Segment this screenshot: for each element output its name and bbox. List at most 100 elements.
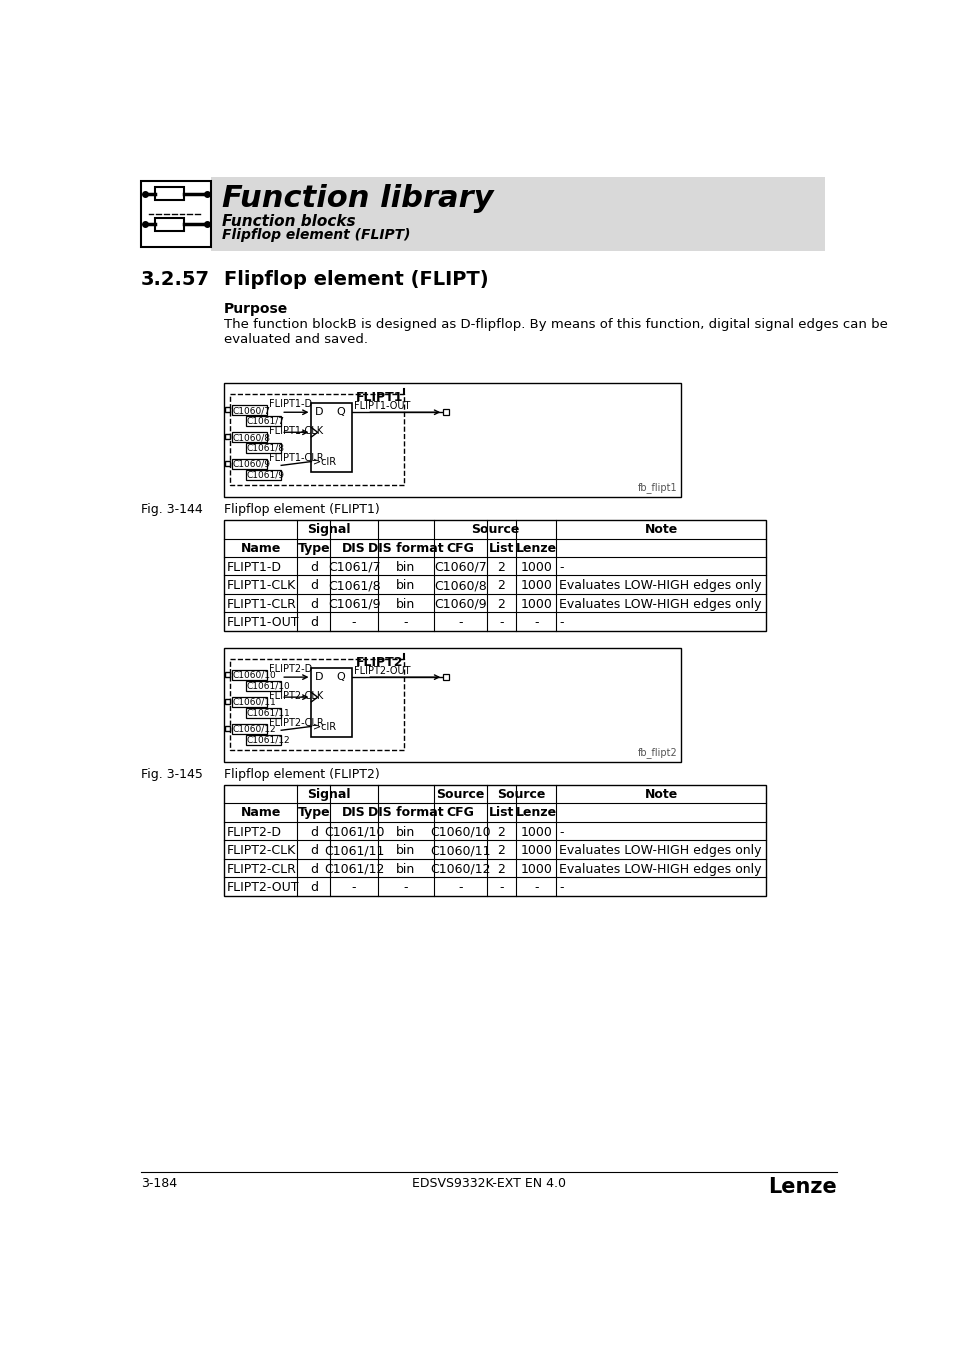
Text: List: List (488, 541, 514, 555)
Text: CFG: CFG (446, 541, 474, 555)
Text: d: d (310, 560, 317, 574)
Bar (224, 672, 230, 678)
Text: FLIPT1-OUT: FLIPT1-OUT (354, 401, 410, 412)
Bar (245, 443, 281, 454)
Text: -: - (558, 617, 563, 629)
Bar (230, 659, 404, 749)
Text: 1000: 1000 (519, 844, 552, 857)
Text: 1000: 1000 (519, 826, 552, 838)
Text: FLIPT2: FLIPT2 (355, 656, 402, 668)
Text: The function blockB is designed as D-flipflop. By means of this function, digita: The function blockB is designed as D-fli… (224, 317, 887, 346)
Text: -: - (498, 882, 503, 894)
Bar (224, 784, 765, 896)
Text: 2: 2 (497, 844, 505, 857)
Text: C1061/8: C1061/8 (246, 444, 284, 452)
Bar (224, 726, 230, 732)
Bar (245, 680, 281, 691)
Bar (230, 394, 404, 485)
Text: C1060/7: C1060/7 (434, 560, 486, 574)
Bar (232, 432, 267, 443)
Bar (232, 670, 267, 680)
Text: Name: Name (240, 541, 280, 555)
Bar (245, 707, 281, 718)
Text: FLIPT2-CLK: FLIPT2-CLK (227, 844, 296, 857)
Text: -: - (534, 882, 537, 894)
Text: bin: bin (395, 579, 416, 593)
Text: C1061/7: C1061/7 (328, 560, 380, 574)
Text: C1060/12: C1060/12 (430, 863, 490, 876)
Text: C1061/9: C1061/9 (328, 598, 380, 610)
Text: d: d (310, 863, 317, 876)
Text: Function blocks: Function blocks (222, 215, 355, 230)
Text: Evaluates LOW-HIGH edges only: Evaluates LOW-HIGH edges only (558, 844, 761, 857)
Bar (224, 460, 230, 466)
Text: Q: Q (335, 672, 345, 682)
Text: C1061/11: C1061/11 (246, 709, 290, 718)
Text: C1060/11: C1060/11 (233, 698, 275, 707)
Text: FLIPT1-D: FLIPT1-D (227, 560, 282, 574)
Text: Function library: Function library (222, 184, 494, 212)
Text: FLIPT2-OUT: FLIPT2-OUT (227, 882, 299, 894)
Text: 2: 2 (497, 560, 505, 574)
Text: Evaluates LOW-HIGH edges only: Evaluates LOW-HIGH edges only (558, 579, 761, 593)
Text: 1000: 1000 (519, 579, 552, 593)
Text: -: - (403, 617, 408, 629)
Text: Fig. 3-145: Fig. 3-145 (141, 768, 203, 782)
Text: -: - (403, 882, 408, 894)
Text: FLIPT2-D: FLIPT2-D (269, 664, 312, 674)
Text: C1061/12: C1061/12 (324, 863, 384, 876)
Text: fb_flipt1: fb_flipt1 (637, 482, 677, 493)
Bar (245, 734, 281, 745)
Text: C1060/8: C1060/8 (434, 579, 486, 593)
Bar (245, 416, 281, 427)
Text: C1061/7: C1061/7 (246, 417, 284, 425)
Text: d: d (310, 826, 317, 838)
Text: -: - (352, 617, 356, 629)
Text: C1060/7: C1060/7 (233, 406, 270, 414)
Text: 2: 2 (497, 579, 505, 593)
Text: bin: bin (395, 844, 416, 857)
Text: DIS format: DIS format (368, 806, 443, 819)
Text: d: d (310, 844, 317, 857)
Bar (443, 674, 449, 680)
Text: fb_flipt2: fb_flipt2 (637, 747, 677, 757)
Text: -: - (457, 882, 462, 894)
Text: Type: Type (297, 541, 330, 555)
Bar (311, 404, 352, 472)
Text: C1061/10: C1061/10 (246, 682, 290, 691)
Text: 2: 2 (497, 863, 505, 876)
Text: FLIPT1-CLK: FLIPT1-CLK (227, 579, 296, 593)
Text: FLIPT1-CLR: FLIPT1-CLR (269, 454, 323, 463)
Text: 3.2.57: 3.2.57 (141, 270, 210, 289)
Text: Source: Source (497, 788, 545, 801)
Text: FLIPT1-CLK: FLIPT1-CLK (269, 427, 323, 436)
Text: EDSVS9332K-EXT EN 4.0: EDSVS9332K-EXT EN 4.0 (412, 1177, 565, 1189)
Text: Flipflop element (FLIPT): Flipflop element (FLIPT) (222, 228, 411, 242)
Text: D: D (315, 406, 323, 417)
Text: C1060/9: C1060/9 (434, 598, 486, 610)
Bar (232, 405, 267, 416)
Text: FLIPT2-CLR: FLIPT2-CLR (269, 718, 323, 728)
Text: Type: Type (297, 806, 330, 819)
Bar (224, 406, 230, 412)
Text: Flipflop element (FLIPT1): Flipflop element (FLIPT1) (224, 504, 379, 516)
Text: >clR: >clR (313, 456, 335, 467)
Text: CFG: CFG (446, 806, 474, 819)
Bar (245, 470, 281, 481)
Bar (232, 724, 267, 734)
Text: FLIPT2-CLK: FLIPT2-CLK (269, 691, 323, 701)
Text: C1061/11: C1061/11 (324, 844, 384, 857)
Text: Name: Name (240, 806, 280, 819)
Text: C1060/10: C1060/10 (430, 826, 490, 838)
Text: DIS: DIS (342, 541, 366, 555)
Bar (224, 699, 230, 705)
Bar (232, 697, 267, 707)
Bar (224, 648, 680, 761)
Text: C1061/9: C1061/9 (246, 471, 284, 479)
Bar (311, 668, 352, 737)
Text: Lenze: Lenze (516, 541, 557, 555)
Text: -: - (457, 617, 462, 629)
Text: FLIPT1-CLR: FLIPT1-CLR (227, 598, 296, 610)
Text: Purpose: Purpose (224, 302, 288, 316)
Text: bin: bin (395, 598, 416, 610)
